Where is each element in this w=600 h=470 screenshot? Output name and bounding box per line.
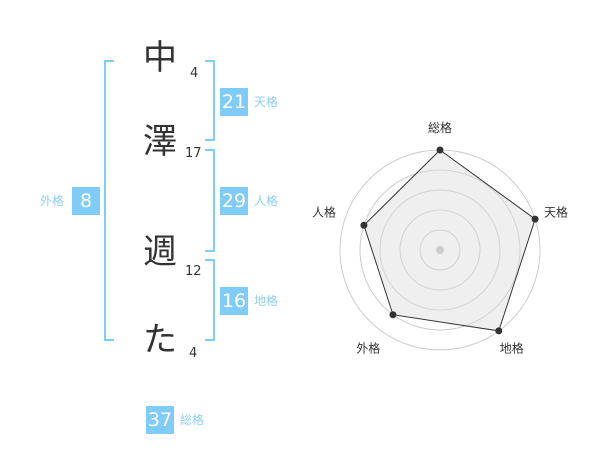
radar-point bbox=[436, 146, 444, 154]
stroke-count-3: 12 bbox=[185, 264, 202, 279]
radar-axis-label: 人格 bbox=[312, 204, 336, 219]
name-char-1: 中 bbox=[143, 38, 177, 78]
radar-axis-label: 地格 bbox=[500, 341, 524, 356]
gaikaku-value: 8 bbox=[72, 187, 100, 215]
chikaku-label: 地格 bbox=[254, 294, 279, 308]
stroke-count-4: 4 bbox=[189, 346, 198, 361]
radar-axis-label: 外格 bbox=[356, 341, 380, 356]
radar-point bbox=[389, 311, 397, 319]
jinkaku-bracket bbox=[205, 149, 215, 252]
radar-ring bbox=[419, 229, 461, 271]
jinkaku-value: 29 bbox=[220, 187, 248, 215]
tenkaku-label: 天格 bbox=[254, 95, 279, 109]
gaikaku-bracket bbox=[104, 60, 114, 341]
radar-axis-label: 総格 bbox=[428, 120, 452, 135]
radar-point bbox=[531, 215, 539, 223]
radar-point bbox=[360, 221, 368, 229]
radar-axis-label: 天格 bbox=[544, 204, 568, 219]
radar-ring bbox=[379, 189, 501, 311]
tenkaku-value: 21 bbox=[220, 88, 248, 116]
chikaku-bracket bbox=[205, 259, 215, 341]
name-char-2: 澤 bbox=[143, 122, 177, 162]
tenkaku-bracket bbox=[205, 60, 215, 141]
name-char-4: た bbox=[143, 320, 177, 360]
chikaku-value: 16 bbox=[220, 287, 248, 315]
stroke-count-1: 4 bbox=[190, 66, 199, 81]
radar-ring bbox=[359, 169, 521, 331]
radar-point bbox=[495, 327, 503, 335]
stroke-count-2: 17 bbox=[185, 146, 202, 161]
radar-ring bbox=[399, 209, 481, 291]
radar-area bbox=[363, 149, 536, 332]
jinkaku-label: 人格 bbox=[254, 194, 279, 208]
soukaku-label: 総格 bbox=[180, 413, 205, 427]
soukaku-value: 37 bbox=[146, 406, 174, 434]
radar-center bbox=[436, 246, 444, 254]
name-char-3: 週 bbox=[143, 232, 177, 272]
gaikaku-label: 外格 bbox=[40, 194, 65, 208]
